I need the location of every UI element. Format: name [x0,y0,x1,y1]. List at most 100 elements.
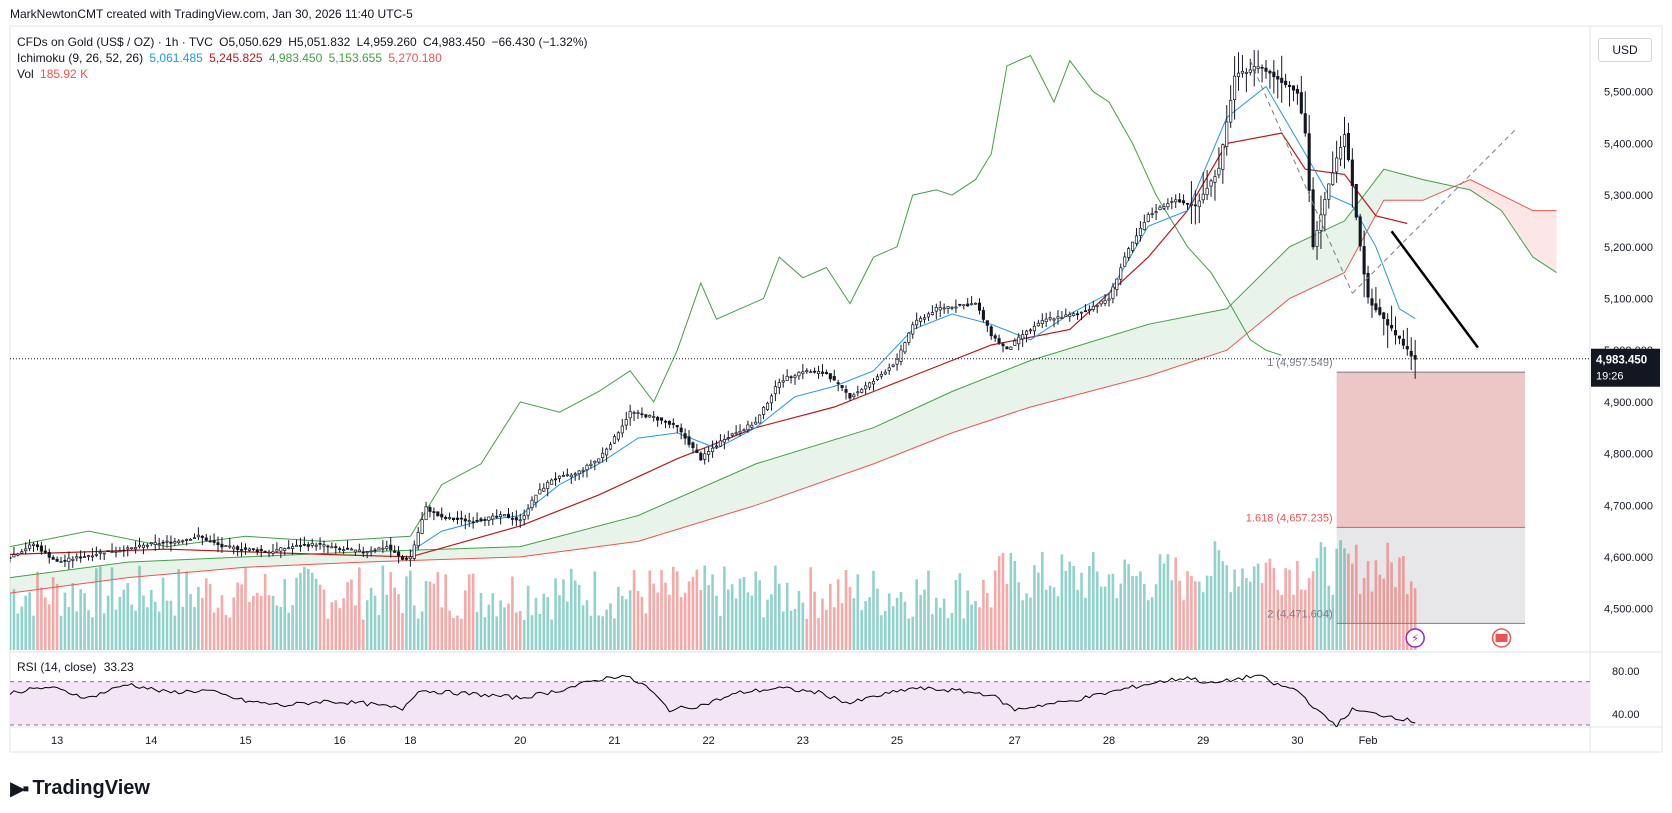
candle-body [141,544,146,548]
candle-body [518,519,522,522]
vol-label[interactable]: Vol [17,67,34,81]
volume-bar [766,599,769,650]
candle-body [816,371,821,374]
volume-bar [236,582,239,650]
candle-body [1346,133,1350,161]
volume-bar [303,566,306,650]
volume-bar [923,589,926,650]
last-price-badge[interactable] [1591,348,1660,387]
candle-body [938,307,942,311]
tradingview-logo[interactable]: ▶▪ TradingView [10,776,150,801]
price-axis-tick-label: 4,900.000 [1604,397,1653,409]
candle-body [1103,300,1107,304]
volume-bar [836,579,840,650]
volume-bar [825,609,828,650]
time-axis[interactable]: 13 14 15 16 18 20 21 22 23 25 27 28 29 30 Feb [51,735,1378,747]
volume-bar [283,579,287,650]
candle-body [718,440,722,447]
candle-body [1264,67,1268,72]
candle-body [365,551,369,553]
price-axis[interactable]: 4,500.000 4,600.000 4,700.000 4,800.000 4,90… [1591,87,1660,721]
candle-body [848,393,852,399]
candle-body [373,549,377,552]
dashed-projection-line[interactable] [1249,60,1353,294]
candle-body [899,349,903,362]
candle-body [330,546,334,549]
kijun-sen-line[interactable] [10,132,1408,558]
price-axis-tick-label: 5,100.000 [1604,293,1653,305]
volume-bar [911,616,915,650]
volume-bar [87,610,90,650]
volume-bar [310,572,314,650]
candle-body [773,386,777,394]
price-axis-tick-label: 5,500.000 [1604,87,1653,99]
volume-bar [1296,560,1299,650]
volume-bar [672,566,675,650]
volume-bar [821,598,824,650]
tradingview-logo-text: TradingView [32,777,150,799]
ichimoku-label[interactable]: Ichimoku (9, 26, 52, 26) [17,51,144,65]
candle-body [616,432,620,440]
candle-body [287,547,291,550]
volume-bar [1146,600,1150,650]
candle-body [1060,317,1064,319]
volume-bar [440,607,444,650]
candle-body [852,394,856,398]
volume-bar [938,607,942,650]
event-flash-icon[interactable] [1405,628,1425,648]
candle-body [530,499,534,509]
lagging-value: 4,983.450 [268,51,323,65]
candle-body [1005,346,1009,350]
volume-bar [420,611,424,650]
currency-button[interactable]: USD [1598,38,1652,62]
tenkan-sen-line[interactable] [410,85,1416,553]
candle-body [1123,256,1127,267]
fib-annotation-label: 1 (4,957.549) [1267,357,1332,369]
candle-body [652,416,656,418]
price-axis-tick-label: 4,500.000 [1604,604,1653,616]
volume-bar [75,611,79,650]
main-price-pane[interactable]: 1 (4,957.549) 1.618 (4,657.235) 2 (4,471.6… [9,50,1590,650]
candle-body [1390,325,1394,329]
candle-body [263,551,267,553]
volume-bar [377,615,381,650]
volume-bar [1115,598,1119,650]
volume-bar [573,580,577,650]
rsi-label[interactable]: RSI (14, close) [17,660,97,674]
candle-body [98,551,102,554]
candle-body [432,511,436,513]
dashed-projection-line[interactable] [1351,127,1518,294]
candle-body [1064,314,1068,318]
candle-body [636,412,640,414]
time-axis-tick-label: 30 [1291,735,1303,747]
candle-body [887,367,891,371]
candle-body [185,539,189,541]
trendline[interactable] [1390,230,1479,349]
volume-bar [381,565,385,650]
volume-bar [1406,594,1409,650]
candle-body [240,549,244,551]
rsi-line[interactable] [10,674,1416,727]
volume-bar [232,597,236,650]
candle-body [597,458,601,463]
volume-bar [1088,566,1091,650]
fib-target-zone[interactable] [1336,372,1526,528]
candle-body [377,547,381,551]
candle-body [1189,203,1193,206]
volume-bar [1311,571,1315,650]
symbol-name[interactable]: CFDs on Gold (US$ / OZ) · 1h · TVC [17,35,213,49]
volume-bar [687,581,691,650]
rsi-pane[interactable] [10,674,1590,727]
candle-body [1197,200,1201,208]
candle-body [840,385,844,388]
volume-bar [67,607,71,650]
volume-bar [259,595,263,650]
candle-body [722,439,726,443]
volume-bar [275,605,279,650]
senkou-span-a-line[interactable] [10,168,1557,579]
volume-bar [585,600,589,650]
volume-bar [487,604,491,650]
chikou-span-line[interactable] [10,54,1282,548]
candle-body [204,537,208,541]
